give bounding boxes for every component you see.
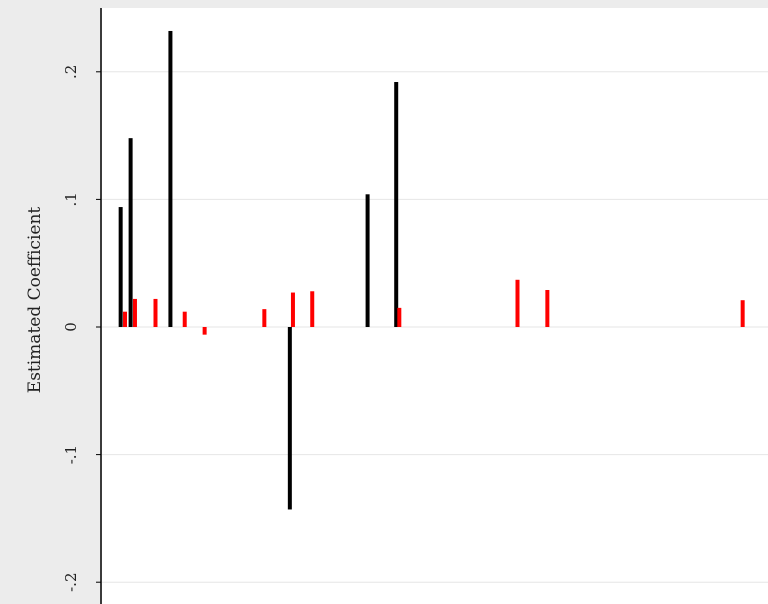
- y-tick-label: .2: [62, 65, 80, 79]
- y-tick-label: -.2: [62, 573, 80, 592]
- gridlines: [102, 71, 768, 583]
- bar-black: [118, 207, 123, 327]
- bar-black: [394, 82, 399, 328]
- y-tick-label: .1: [62, 192, 80, 206]
- plot-area: [102, 8, 768, 604]
- y-ticks: -.2 -.1 0 .1 .2: [62, 65, 101, 592]
- bar-red: [153, 298, 158, 327]
- bar-black: [168, 30, 173, 328]
- bar-red: [515, 279, 520, 327]
- bars: [118, 30, 745, 510]
- y-axis-title: Estimated Coefficient: [25, 207, 45, 394]
- bar-red: [545, 289, 550, 327]
- bar-black: [365, 194, 370, 327]
- bar-red: [262, 309, 267, 327]
- bar-red: [310, 291, 315, 327]
- bar-red: [740, 300, 745, 327]
- y-tick-label: 0: [62, 322, 80, 332]
- bar-red: [290, 292, 295, 327]
- bar-red: [202, 327, 207, 335]
- y-tick-label: -.1: [62, 445, 80, 464]
- bar-red: [132, 298, 137, 327]
- bar-red: [123, 311, 128, 327]
- bar-red: [182, 311, 187, 327]
- bar-black: [287, 327, 292, 510]
- bar-red: [397, 307, 402, 327]
- bar-black: [128, 138, 133, 327]
